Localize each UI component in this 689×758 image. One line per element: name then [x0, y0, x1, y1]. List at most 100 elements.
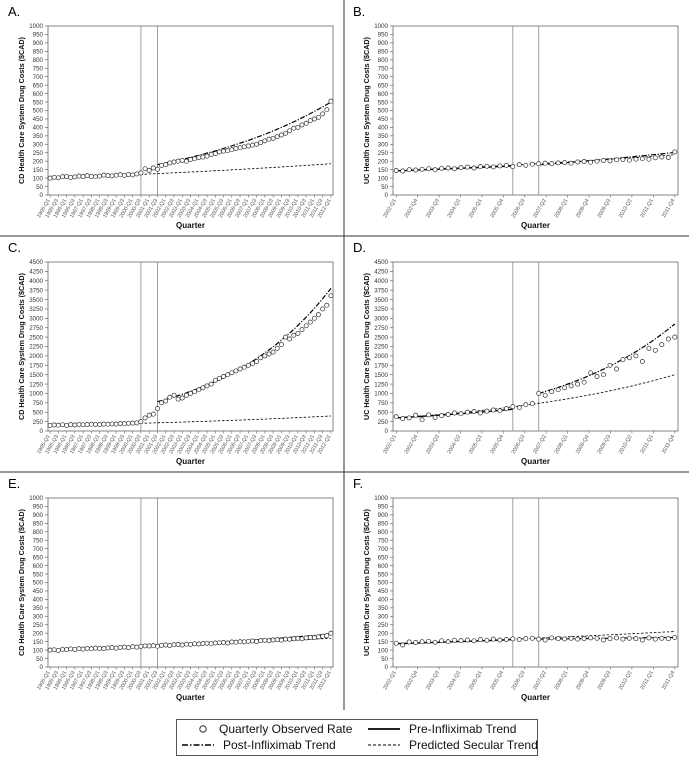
x-axis-label: Quarter	[176, 221, 205, 230]
observed-point	[562, 636, 568, 642]
observed-point	[307, 319, 313, 325]
y-tick-label: 100	[33, 175, 44, 182]
observed-point	[477, 410, 483, 416]
secular-trend-line	[50, 163, 331, 179]
observed-point	[672, 634, 678, 640]
observed-point	[291, 332, 297, 338]
observed-point	[562, 385, 568, 391]
observed-point	[212, 151, 218, 157]
observed-point	[270, 637, 276, 643]
observed-point	[175, 642, 181, 647]
observed-point	[60, 422, 65, 428]
y-tick-label: 2250	[374, 344, 388, 351]
y-tick-label: 400	[33, 597, 44, 604]
x-tick-label: 2005-Q4	[489, 434, 505, 455]
observed-point	[142, 643, 148, 649]
y-tick-label: 500	[33, 108, 44, 115]
observed-point	[117, 421, 123, 426]
observed-point	[245, 638, 251, 644]
y-axis-label: CD Health Care System Drug Costs ($CAD)	[17, 36, 26, 184]
x-tick-label: 2009-Q3	[597, 670, 613, 691]
observed-point	[316, 114, 321, 120]
observed-point	[167, 643, 173, 648]
observed-point	[614, 157, 619, 163]
observed-point	[200, 154, 206, 160]
observed-point	[51, 174, 57, 180]
y-tick-label: 400	[378, 597, 389, 604]
observed-point	[250, 142, 255, 148]
observed-point	[188, 157, 193, 162]
post-infliximab-trend-line	[157, 101, 332, 166]
observed-point	[287, 128, 293, 134]
observed-point	[171, 392, 177, 398]
post-infliximab-trend-line	[538, 323, 676, 394]
observed-point	[237, 145, 243, 151]
y-tick-label: 100	[33, 647, 44, 654]
y-tick-label: 150	[33, 167, 44, 174]
observed-point	[68, 422, 74, 428]
observed-point	[439, 165, 445, 171]
observed-point	[328, 293, 334, 299]
observed-point	[270, 349, 276, 355]
observed-point	[142, 166, 148, 172]
observed-point	[588, 635, 594, 641]
observed-point	[516, 162, 522, 168]
observed-point	[262, 138, 268, 144]
observed-point	[245, 362, 251, 368]
observed-point	[320, 633, 326, 639]
observed-point	[594, 374, 600, 379]
observed-point	[237, 366, 243, 372]
y-tick-label: 2500	[374, 334, 388, 341]
observed-point	[510, 404, 516, 410]
x-tick-label: 2010-Q2	[618, 198, 634, 219]
observed-point	[47, 422, 53, 428]
observed-point	[167, 394, 173, 400]
legend-pre-line-icon	[368, 728, 400, 730]
observed-point	[393, 168, 399, 173]
observed-point	[216, 640, 222, 646]
observed-point	[208, 641, 214, 647]
observed-point	[142, 415, 148, 421]
legend-secular-line-icon	[368, 744, 400, 746]
observed-point	[47, 647, 53, 653]
x-tick-label: 2005-Q1	[468, 198, 484, 219]
observed-point	[299, 327, 305, 333]
observed-point	[60, 646, 65, 652]
observed-point	[216, 375, 222, 381]
observed-point	[117, 644, 123, 650]
y-tick-label: 2750	[374, 325, 388, 332]
observed-point	[497, 163, 503, 169]
observed-point	[672, 149, 678, 155]
observed-point	[179, 395, 185, 401]
observed-point	[88, 646, 94, 652]
observed-point	[72, 174, 78, 180]
observed-point	[155, 643, 160, 649]
y-tick-label: 1000	[29, 391, 43, 398]
observed-point	[155, 406, 160, 411]
y-tick-label: 950	[378, 504, 389, 511]
observed-point	[105, 421, 111, 427]
observed-point	[258, 638, 264, 644]
y-tick-label: 150	[378, 639, 389, 646]
observed-point	[167, 160, 173, 166]
observed-point	[295, 124, 301, 130]
y-tick-label: 500	[33, 409, 44, 416]
observed-point	[555, 387, 561, 393]
observed-point	[320, 111, 326, 117]
y-tick-label: 500	[378, 409, 389, 416]
observed-point	[652, 636, 658, 642]
observed-point	[130, 420, 136, 426]
observed-point	[262, 637, 268, 643]
observed-point	[233, 639, 239, 645]
observed-point	[150, 643, 156, 649]
observed-point	[109, 173, 115, 179]
panel-label: E.	[8, 476, 20, 491]
y-tick-label: 250	[33, 419, 44, 426]
observed-point	[316, 312, 321, 318]
observed-point	[121, 644, 127, 650]
observed-point	[303, 120, 309, 126]
y-tick-label: 0	[40, 428, 44, 435]
observed-point	[659, 635, 665, 641]
